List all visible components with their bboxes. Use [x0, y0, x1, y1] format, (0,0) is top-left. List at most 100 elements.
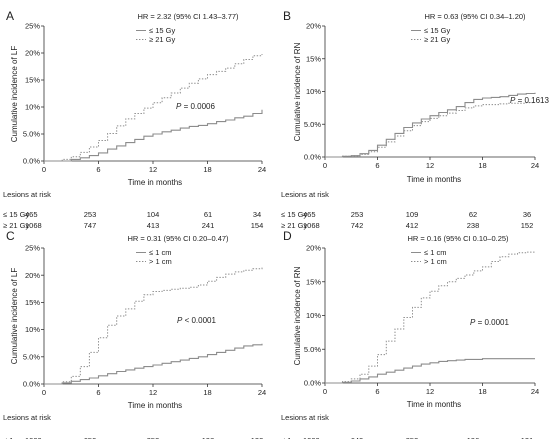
risk-count: 649 [351, 436, 364, 439]
risk-count: 650 [84, 436, 97, 439]
legend-label-2: ≥ 21 Gy [149, 35, 175, 44]
p-value-number: = 0.1613 [515, 96, 549, 105]
risk-count: 742 [351, 221, 364, 230]
series-line-2 [325, 102, 535, 158]
series-line-2 [44, 54, 263, 162]
p-value-label: P = 0.0001 [470, 318, 509, 327]
x-tick-label: 12 [426, 161, 434, 170]
p-value-symbol: P [510, 96, 516, 105]
risk-count: 353 [406, 436, 419, 439]
legend-label-1: ≤ 15 Gy [424, 26, 450, 35]
risk-count: 104 [147, 210, 160, 219]
risk-count: 121 [521, 436, 534, 439]
x-axis-label: Time in months [128, 178, 182, 187]
p-value-number: = 0.0006 [181, 102, 215, 111]
y-axis-label: Cumulative incidence of LF [10, 268, 19, 365]
risk-count: 196 [467, 436, 480, 439]
panel-letter: C [6, 229, 15, 243]
x-axis-label: Time in months [407, 175, 461, 184]
risk-count: 465 [303, 210, 316, 219]
y-axis-label: Cumulative incidence of LF [10, 46, 19, 143]
y-tick-label: 0.0% [304, 379, 321, 388]
y-tick-label: 25% [25, 244, 40, 253]
series-line-1 [325, 358, 535, 384]
risk-count: 109 [406, 210, 419, 219]
p-value-symbol: P [470, 318, 476, 327]
risk-count: 253 [84, 210, 97, 219]
risk-row-label: ≤ 1 cm [281, 436, 303, 439]
y-tick-label: 10% [25, 103, 40, 112]
legend-label-2: ≥ 21 Gy [424, 35, 450, 44]
y-tick-label: 10% [306, 87, 321, 96]
p-value-number: = 0.0001 [475, 318, 509, 327]
p-value-label: P = 0.1613 [510, 96, 549, 105]
p-value-symbol: P [177, 316, 183, 325]
risk-count: 241 [202, 221, 215, 230]
p-value-number: < 0.0001 [182, 316, 216, 325]
y-axis-label: Cumulative incidence of RN [293, 42, 302, 141]
legend-label-2: > 1 cm [149, 257, 172, 266]
y-tick-label: 0.0% [304, 153, 321, 162]
risk-count: 198 [202, 436, 215, 439]
x-tick-label: 0 [42, 165, 46, 174]
y-tick-label: 15% [306, 277, 321, 286]
y-axis-label: Cumulative incidence of RN [293, 266, 302, 365]
series-line-2 [325, 251, 536, 384]
risk-count: 34 [253, 210, 261, 219]
risk-count: 1068 [303, 221, 320, 230]
risk-row-label: ≤ 15 Gy [281, 210, 307, 219]
series-line-2 [44, 267, 263, 385]
y-tick-label: 10% [306, 311, 321, 320]
risk-table-title: Lesions at risk [281, 190, 329, 199]
x-tick-label: 12 [426, 387, 434, 396]
hazard-ratio-label: HR = 0.31 (95% CI 0.20–0.47) [127, 234, 229, 243]
risk-count: 412 [406, 221, 419, 230]
risk-count: 253 [351, 210, 364, 219]
risk-count: 1000 [303, 436, 320, 439]
risk-count: 154 [251, 221, 264, 230]
chart-panel-a: A 0.0% 5.0% 10% 15% 20% 25% 0 6 12 18 24 Time in mon… [3, 9, 266, 230]
y-tick-label: 20% [306, 22, 321, 31]
p-value-label: P < 0.0001 [177, 316, 216, 325]
series-line-1 [44, 109, 263, 162]
risk-row-label: ≤ 1 cm [3, 436, 25, 439]
risk-count: 61 [204, 210, 212, 219]
x-tick-label: 24 [258, 165, 266, 174]
risk-count: 238 [467, 221, 480, 230]
x-tick-label: 6 [375, 161, 379, 170]
panel-letter: B [283, 9, 291, 23]
x-tick-label: 6 [96, 165, 100, 174]
y-tick-label: 10% [25, 325, 40, 334]
risk-count: 465 [25, 210, 38, 219]
y-tick-label: 20% [25, 49, 40, 58]
chart-panel-b: B 0.0% 5.0% 10% 15% 20% 0 6 12 18 24 Time in months… [281, 9, 549, 230]
x-axis-label: Time in months [407, 400, 461, 409]
x-tick-label: 12 [149, 388, 157, 397]
y-tick-label: 15% [25, 298, 40, 307]
y-tick-label: 5.0% [23, 130, 40, 139]
y-tick-label: 20% [25, 271, 40, 280]
p-value-label: P = 0.0006 [176, 102, 215, 111]
series-line-1 [44, 343, 263, 385]
risk-count: 413 [147, 221, 160, 230]
risk-count: 122 [251, 436, 264, 439]
y-tick-label: 5.0% [304, 345, 321, 354]
risk-row-label: ≥ 21 Gy [3, 221, 29, 230]
x-tick-label: 18 [203, 165, 211, 174]
y-tick-label: 15% [306, 54, 321, 63]
x-tick-label: 18 [478, 161, 486, 170]
legend-label-1: ≤ 15 Gy [149, 26, 175, 35]
panel-letter: A [6, 9, 14, 23]
risk-count: 747 [84, 221, 97, 230]
risk-count: 353 [147, 436, 160, 439]
risk-table-title: Lesions at risk [3, 413, 51, 422]
p-value-symbol: P [176, 102, 182, 111]
x-axis-label: Time in months [128, 401, 182, 410]
risk-count: 36 [523, 210, 531, 219]
y-tick-label: 15% [25, 76, 40, 85]
chart-panel-c: C 0.0% 5.0% 10% 15% 20% 25% 0 6 12 18 24 Time in mon… [3, 229, 266, 439]
x-tick-label: 24 [531, 161, 539, 170]
x-tick-label: 18 [478, 387, 486, 396]
risk-count: 1068 [25, 221, 42, 230]
